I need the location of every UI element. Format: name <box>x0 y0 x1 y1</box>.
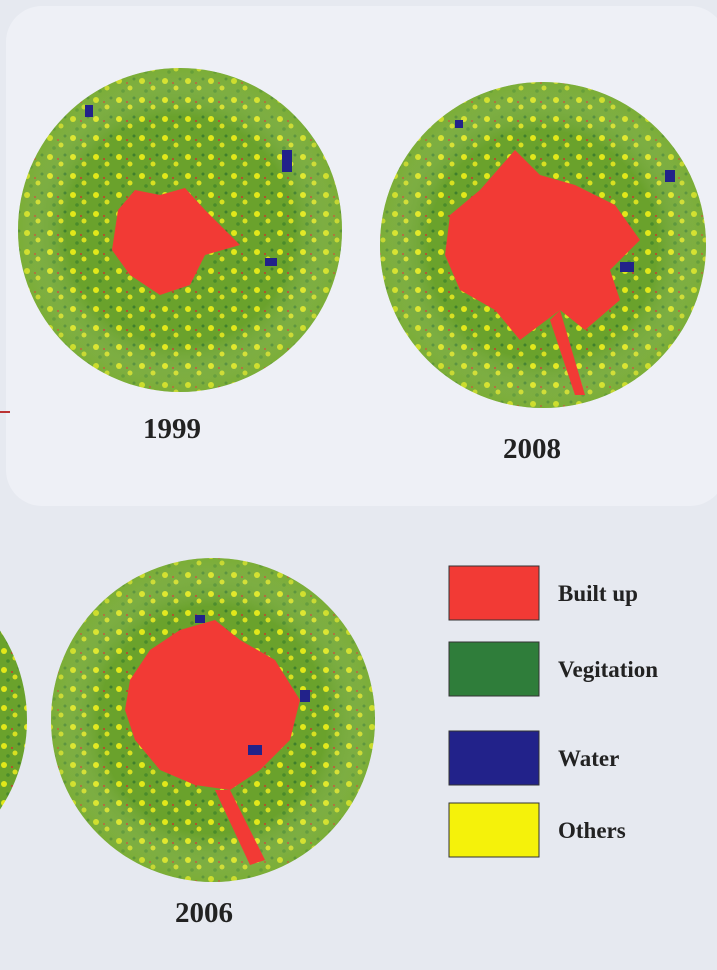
map-label: 2008 <box>503 433 561 465</box>
map-2006 <box>51 558 375 882</box>
legend: Built up Vegitation Water Others <box>448 565 658 858</box>
legend-label: Built up <box>558 581 638 606</box>
map-label: 2006 <box>175 897 233 929</box>
map-partial <box>0 630 27 810</box>
legend-label: Vegitation <box>558 657 658 682</box>
legend-swatch <box>448 802 540 858</box>
legend-swatch <box>448 641 540 697</box>
legend-label: Water <box>558 746 619 771</box>
map-1999 <box>18 68 342 392</box>
legend-label: Others <box>558 818 626 843</box>
map-2008 <box>380 82 706 408</box>
legend-swatch <box>448 730 540 786</box>
legend-swatch <box>448 565 540 621</box>
map-label: 1999 <box>143 413 201 445</box>
